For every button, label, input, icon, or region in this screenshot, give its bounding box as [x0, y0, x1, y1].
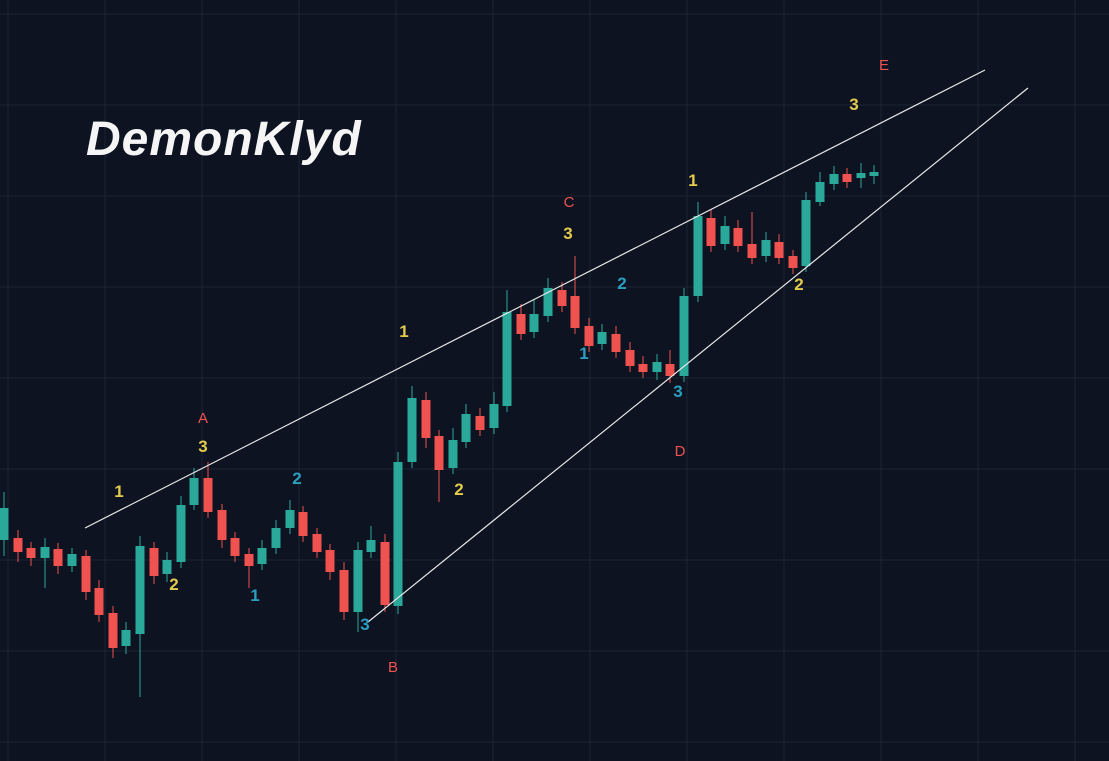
candle-body [761, 240, 771, 256]
candle-body [380, 542, 390, 605]
candle-body [720, 226, 730, 244]
candle-body [815, 182, 825, 202]
candle-body [81, 556, 91, 592]
wave-label-2[interactable]: 2 [292, 469, 301, 488]
candle-body [40, 547, 50, 558]
wave-label-2[interactable]: 2 [454, 480, 463, 499]
candle-body [407, 398, 417, 462]
candle-body [693, 216, 703, 296]
wave-label-1[interactable]: 1 [399, 322, 408, 341]
candle-body [625, 350, 635, 366]
wave-label-a[interactable]: A [198, 410, 208, 427]
wave-label-3[interactable]: 3 [673, 382, 682, 401]
candle-body [584, 326, 594, 346]
wave-label-3[interactable]: 3 [360, 615, 369, 634]
candle-body [257, 548, 267, 564]
candle-body [829, 174, 839, 184]
candle-body [149, 548, 159, 576]
wave-label-3[interactable]: 3 [563, 224, 572, 243]
candle-body [135, 546, 145, 634]
candle-body [312, 534, 322, 552]
candle-body [298, 512, 308, 536]
candle-body [176, 505, 186, 562]
candle-body [461, 414, 471, 442]
candle-body [502, 312, 512, 406]
candle-body [121, 630, 131, 646]
candle-body [856, 173, 866, 178]
candle-body [570, 296, 580, 328]
candle-body [774, 242, 784, 258]
wave-label-2[interactable]: 2 [617, 274, 626, 293]
candle-body [801, 200, 811, 266]
candle-body [475, 416, 485, 430]
wave-label-2[interactable]: 2 [169, 575, 178, 594]
candle-body [244, 554, 254, 566]
candle-body [679, 296, 689, 376]
candle-body [325, 550, 335, 572]
candle-body [842, 174, 852, 182]
wave-label-e[interactable]: E [879, 57, 889, 74]
candle-body [448, 440, 458, 468]
candle-body [0, 508, 9, 540]
candle-body [489, 404, 499, 428]
candle-body [529, 314, 539, 332]
candle-body [434, 436, 444, 470]
candle-body [67, 554, 77, 566]
candle-body [557, 290, 567, 306]
candle-body [13, 538, 23, 552]
candle-body [203, 478, 213, 512]
candle-body [230, 538, 240, 556]
wave-label-3[interactable]: 3 [198, 437, 207, 456]
candle-body [366, 540, 376, 552]
candle-body [53, 549, 63, 566]
candle-body [652, 362, 662, 372]
candle-body [706, 218, 716, 246]
candle-body [611, 334, 621, 352]
candle-body [597, 332, 607, 344]
candle-body [638, 364, 648, 372]
candle-body [108, 613, 118, 648]
candle-body [788, 256, 798, 268]
wave-label-1[interactable]: 1 [579, 344, 588, 363]
candle-body [516, 314, 526, 334]
candle-body [869, 172, 879, 176]
candle-body [747, 244, 757, 258]
candle-body [26, 548, 36, 558]
candle-body [339, 570, 349, 612]
candle-body [189, 478, 199, 505]
candle-body [393, 462, 403, 606]
wave-label-1[interactable]: 1 [114, 482, 123, 501]
wave-label-3[interactable]: 3 [849, 95, 858, 114]
candle-body [285, 510, 295, 528]
wave-label-1[interactable]: 1 [250, 586, 259, 605]
candle-body [665, 364, 675, 376]
wave-label-d[interactable]: D [675, 443, 686, 460]
candle-body [162, 560, 172, 574]
candle-body [217, 510, 227, 540]
candle-body [94, 588, 104, 615]
candle-body [271, 528, 281, 548]
candle-body [733, 228, 743, 246]
wave-label-2[interactable]: 2 [794, 275, 803, 294]
wave-label-b[interactable]: B [388, 659, 398, 676]
upper-channel-line[interactable] [84, 69, 986, 529]
candle-body [353, 550, 363, 612]
wave-label-1[interactable]: 1 [688, 171, 697, 190]
candle-body [421, 400, 431, 438]
wave-label-c[interactable]: C [564, 194, 575, 211]
candle-body [543, 288, 553, 316]
lower-channel-line[interactable] [367, 87, 1029, 623]
